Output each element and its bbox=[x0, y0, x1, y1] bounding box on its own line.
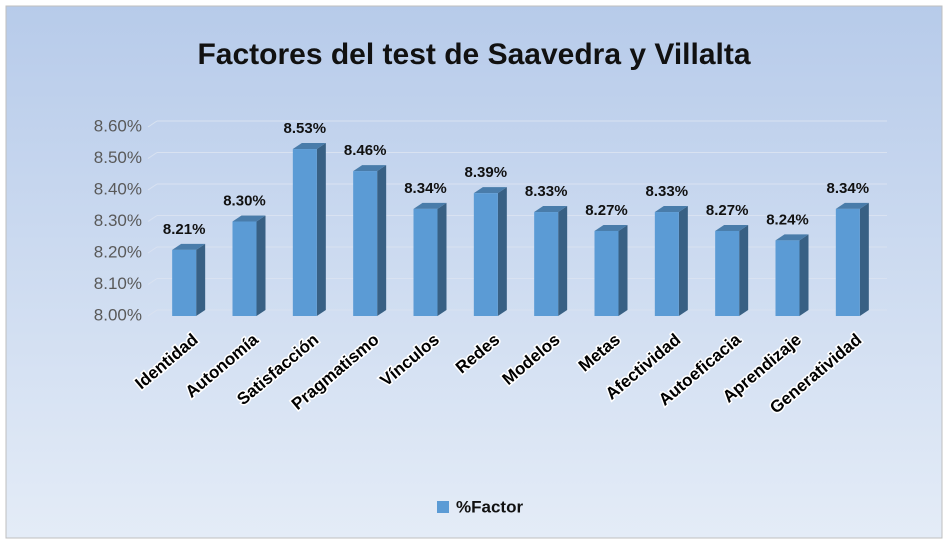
chart-title: Factores del test de Saavedra y Villalta bbox=[197, 38, 750, 71]
bar bbox=[835, 208, 860, 316]
bar-top bbox=[292, 143, 326, 150]
y-tick-label: 8.20% bbox=[94, 242, 142, 261]
grid-line bbox=[147, 278, 158, 285]
bar-top bbox=[835, 202, 869, 209]
bar-side bbox=[256, 215, 266, 316]
bar-side bbox=[739, 224, 749, 316]
grid-line bbox=[147, 120, 158, 128]
y-tick-label: 8.50% bbox=[94, 148, 142, 167]
bar-side bbox=[316, 143, 326, 316]
legend-swatch bbox=[437, 501, 449, 513]
value-label: 8.27% bbox=[585, 202, 628, 219]
bar-top bbox=[353, 165, 387, 172]
y-tick-label: 8.10% bbox=[94, 274, 142, 293]
bar-side bbox=[859, 202, 869, 316]
bar-top bbox=[534, 206, 568, 213]
bar-side bbox=[377, 165, 387, 316]
value-label: 8.34% bbox=[827, 180, 870, 197]
value-label: 8.24% bbox=[766, 211, 809, 228]
y-tick-label: 8.30% bbox=[94, 211, 142, 230]
bar-side bbox=[678, 206, 688, 316]
bar bbox=[775, 240, 800, 316]
value-label: 8.33% bbox=[646, 183, 689, 200]
value-label: 8.53% bbox=[284, 120, 327, 137]
bar bbox=[413, 208, 438, 316]
bar bbox=[292, 149, 317, 316]
bar bbox=[594, 230, 619, 316]
bar-top bbox=[232, 215, 266, 222]
bar-side bbox=[558, 206, 568, 316]
bar bbox=[473, 193, 498, 316]
value-label: 8.21% bbox=[163, 221, 206, 238]
bar bbox=[172, 249, 197, 316]
bar-top bbox=[715, 224, 749, 231]
value-label: 8.46% bbox=[344, 142, 387, 159]
y-tick-label: 8.00% bbox=[94, 305, 142, 324]
grid-line bbox=[147, 246, 158, 254]
bar-top bbox=[413, 202, 447, 209]
legend-label: %Factor bbox=[456, 497, 523, 516]
bar-side bbox=[437, 202, 447, 316]
bar-top bbox=[654, 206, 688, 213]
bar-top bbox=[172, 243, 206, 250]
bar-top bbox=[473, 187, 507, 194]
grid-line bbox=[147, 215, 158, 222]
bar-side bbox=[196, 243, 206, 316]
bar bbox=[654, 212, 679, 316]
bar-side bbox=[618, 224, 628, 316]
value-label: 8.39% bbox=[465, 164, 508, 181]
bar bbox=[715, 230, 740, 316]
bar-top bbox=[775, 234, 809, 241]
y-tick-label: 8.60% bbox=[94, 116, 142, 135]
bar-side bbox=[799, 234, 809, 316]
bar-side bbox=[497, 187, 507, 316]
bar-top bbox=[594, 224, 628, 231]
grid-line bbox=[147, 152, 158, 159]
value-label: 8.34% bbox=[404, 180, 447, 197]
grid-line bbox=[147, 183, 158, 191]
bar bbox=[534, 212, 559, 316]
value-label: 8.33% bbox=[525, 183, 568, 200]
y-tick-label: 8.40% bbox=[94, 179, 142, 198]
value-label: 8.27% bbox=[706, 202, 749, 219]
value-label: 8.30% bbox=[223, 192, 266, 209]
bar bbox=[232, 221, 257, 316]
bar bbox=[353, 171, 378, 316]
grid-line bbox=[147, 309, 158, 317]
